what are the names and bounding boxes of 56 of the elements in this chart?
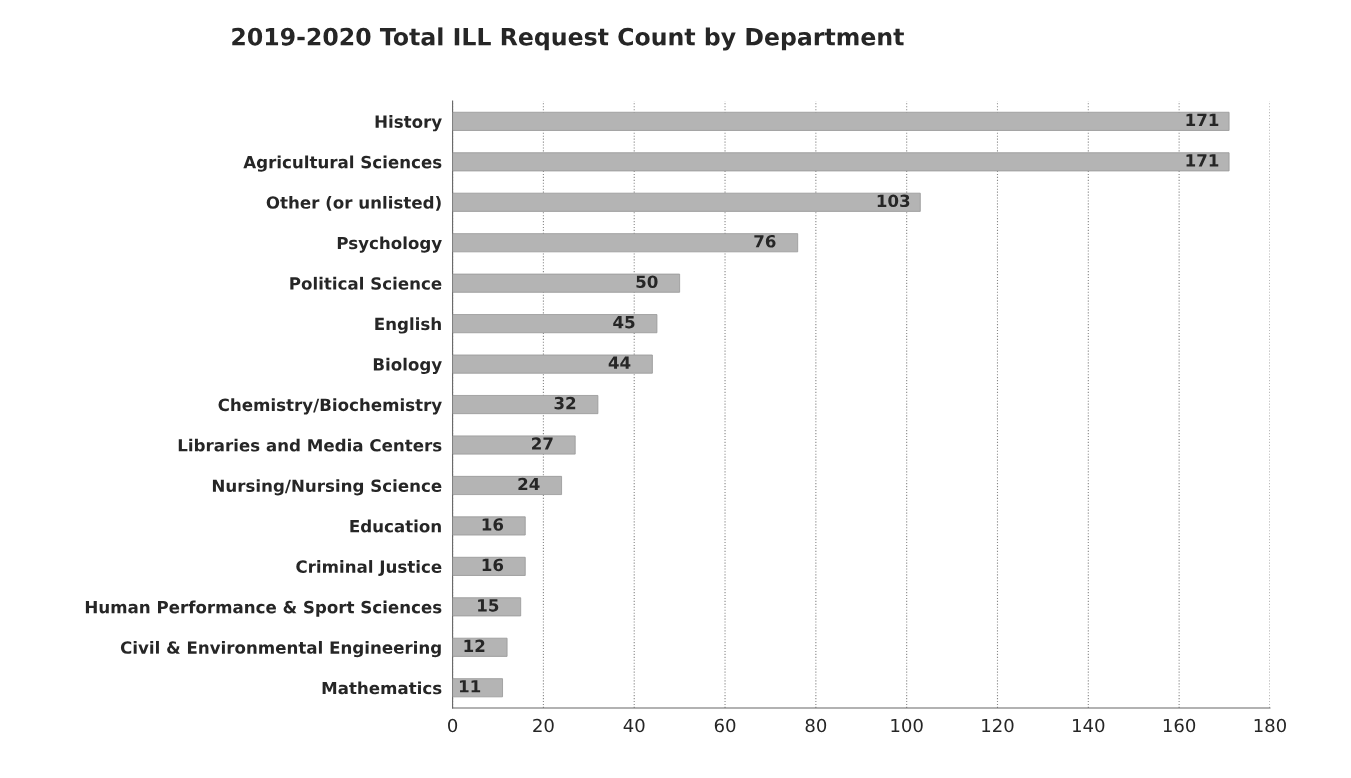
bar xyxy=(452,273,681,293)
x-tick-label: 160 xyxy=(1163,718,1196,733)
bar xyxy=(452,637,508,657)
data-label: 50 xyxy=(636,275,658,289)
data-label: 76 xyxy=(754,234,776,248)
bar xyxy=(452,435,576,455)
data-label: 16 xyxy=(482,558,504,572)
bar xyxy=(452,395,599,415)
x-tick-label: 20 xyxy=(533,718,554,733)
x-tick-label: 80 xyxy=(805,718,827,733)
data-label: 27 xyxy=(532,437,553,450)
y-tick-label: Biology xyxy=(373,357,442,375)
bar xyxy=(452,597,522,617)
bar xyxy=(452,111,1230,131)
y-tick-label: History xyxy=(375,115,442,132)
y-tick-label: Psychology xyxy=(337,236,442,253)
data-label: 171 xyxy=(1186,154,1219,167)
x-tick-label: 40 xyxy=(623,718,645,733)
y-tick-label: Agricultural Sciences xyxy=(243,155,442,172)
x-tick-label: 120 xyxy=(982,718,1014,733)
y-tick-label: Criminal Justice xyxy=(296,560,442,577)
bar xyxy=(452,152,1230,172)
bar xyxy=(452,556,526,576)
y-tick-label: Political Science xyxy=(290,276,442,290)
bar xyxy=(452,475,562,495)
y-tick-label: Chemistry/Biochemistry xyxy=(218,398,442,415)
data-label: 24 xyxy=(518,477,540,491)
y-tick-label: Mathematics xyxy=(322,681,442,695)
data-label: 15 xyxy=(478,599,499,612)
bar xyxy=(452,354,653,374)
y-tick-label: Libraries and Media Centers xyxy=(178,438,442,452)
y-tick-label: Human Performance & Sport Sciences xyxy=(85,600,442,617)
bar xyxy=(452,678,503,698)
y-tick-label: Nursing/Nursing Science xyxy=(212,479,442,496)
x-tick-label: 180 xyxy=(1254,718,1286,733)
bar xyxy=(452,516,526,536)
y-tick-label: English xyxy=(375,317,441,334)
x-tick-label: 60 xyxy=(714,718,736,733)
data-label: 44 xyxy=(608,356,631,369)
data-label: 12 xyxy=(464,639,485,652)
data-label: 16 xyxy=(482,518,504,531)
data-label: 171 xyxy=(1186,113,1219,126)
x-tick-label: 100 xyxy=(891,718,923,733)
chart-title: 2019-2020 Total ILL Request Count by Department xyxy=(232,27,904,51)
y-tick-label: Civil & Environmental Engineering xyxy=(120,640,441,658)
bar xyxy=(452,314,658,334)
data-label: 32 xyxy=(554,396,576,410)
data-label: 103 xyxy=(877,194,910,208)
y-tick-label: Other (or unlisted) xyxy=(266,195,441,211)
y-tick-label: Education xyxy=(350,519,441,533)
data-label: 45 xyxy=(613,316,635,329)
data-label: 11 xyxy=(459,680,481,693)
x-tick-label: 0 xyxy=(448,718,458,733)
x-tick-label: 140 xyxy=(1073,718,1105,733)
bar xyxy=(452,192,921,212)
bar xyxy=(452,233,799,253)
